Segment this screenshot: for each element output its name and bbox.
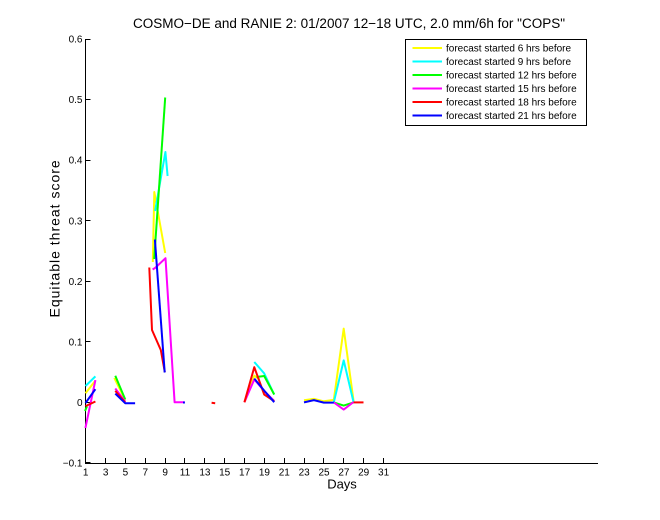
svg-text:5: 5: [123, 468, 129, 479]
svg-text:11: 11: [180, 468, 191, 479]
svg-text:forecast started 12 hrs before: forecast started 12 hrs before: [446, 71, 577, 82]
svg-text:COSMO−DE and RANIE 2: 01/2007: COSMO−DE and RANIE 2: 01/2007 12−18 UTC,…: [133, 16, 565, 31]
svg-text:7: 7: [143, 468, 149, 479]
svg-text:Equitable threat score: Equitable threat score: [47, 159, 63, 317]
svg-text:31: 31: [378, 468, 390, 479]
svg-text:25: 25: [318, 468, 330, 479]
svg-text:0.6: 0.6: [69, 35, 83, 46]
svg-text:19: 19: [259, 468, 271, 479]
svg-text:0.5: 0.5: [69, 95, 83, 106]
svg-text:29: 29: [358, 468, 370, 479]
svg-text:0.4: 0.4: [69, 156, 83, 167]
svg-text:21: 21: [279, 468, 291, 479]
svg-text:forecast started 9 hrs before: forecast started 9 hrs before: [446, 57, 572, 68]
svg-text:forecast started 6 hrs before: forecast started 6 hrs before: [446, 44, 572, 55]
svg-text:Days: Days: [327, 477, 357, 492]
svg-text:forecast started 18 hrs before: forecast started 18 hrs before: [446, 98, 577, 109]
svg-text:15: 15: [219, 468, 231, 479]
svg-text:forecast started 15 hrs before: forecast started 15 hrs before: [446, 84, 577, 95]
svg-text:1: 1: [83, 468, 89, 479]
svg-text:27: 27: [338, 468, 350, 479]
svg-text:0: 0: [77, 398, 83, 409]
svg-text:9: 9: [162, 468, 168, 479]
svg-text:0.2: 0.2: [69, 277, 83, 288]
svg-text:−0.1: −0.1: [63, 459, 83, 470]
svg-text:0.3: 0.3: [69, 216, 83, 227]
svg-text:17: 17: [239, 468, 251, 479]
svg-text:0.1: 0.1: [69, 337, 83, 348]
svg-text:23: 23: [299, 468, 311, 479]
svg-text:13: 13: [199, 468, 211, 479]
svg-text:forecast started 21 hrs before: forecast started 21 hrs before: [446, 111, 577, 122]
svg-text:3: 3: [103, 468, 109, 479]
